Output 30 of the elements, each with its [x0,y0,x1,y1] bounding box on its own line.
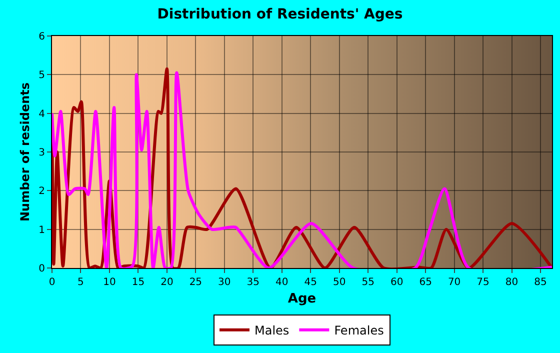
x-tick-label: 0 [48,277,56,288]
x-tick-label: 85 [534,277,547,288]
x-axis-title: Age [288,292,316,307]
x-tick-label: 55 [362,277,374,288]
x-tick-label: 20 [160,277,174,288]
legend-label: Males [254,324,290,338]
x-tick-label: 75 [476,277,490,288]
x-tick-label: 5 [78,277,84,288]
y-axis-title: Number of residents [18,82,32,222]
y-tick-label: 3 [38,148,45,158]
chart-title: Distribution of Residents' Ages [157,6,403,23]
y-tick-label: 1 [38,224,45,236]
x-tick-label: 35 [246,277,260,288]
x-tick-label: 80 [505,277,518,288]
x-tick-label: 30 [218,277,231,288]
y-tick-label: 2 [38,186,45,198]
x-tick-label: 45 [304,277,317,288]
y-tick-label: 5 [38,70,45,82]
y-tick-label: 6 [38,32,45,42]
x-tick-label: 40 [276,277,288,288]
y-tick-label: 4 [38,108,45,120]
x-tick-label: 60 [390,277,404,288]
x-tick-label: 15 [132,277,145,288]
x-tick-label: 25 [189,277,202,288]
x-tick-label: 65 [419,277,432,288]
x-tick-label: 10 [103,277,116,288]
x-tick-label: 50 [332,277,346,288]
y-tick-label: 0 [38,264,45,274]
legend-label: Females [334,324,384,338]
x-tick-label: 70 [448,277,461,288]
